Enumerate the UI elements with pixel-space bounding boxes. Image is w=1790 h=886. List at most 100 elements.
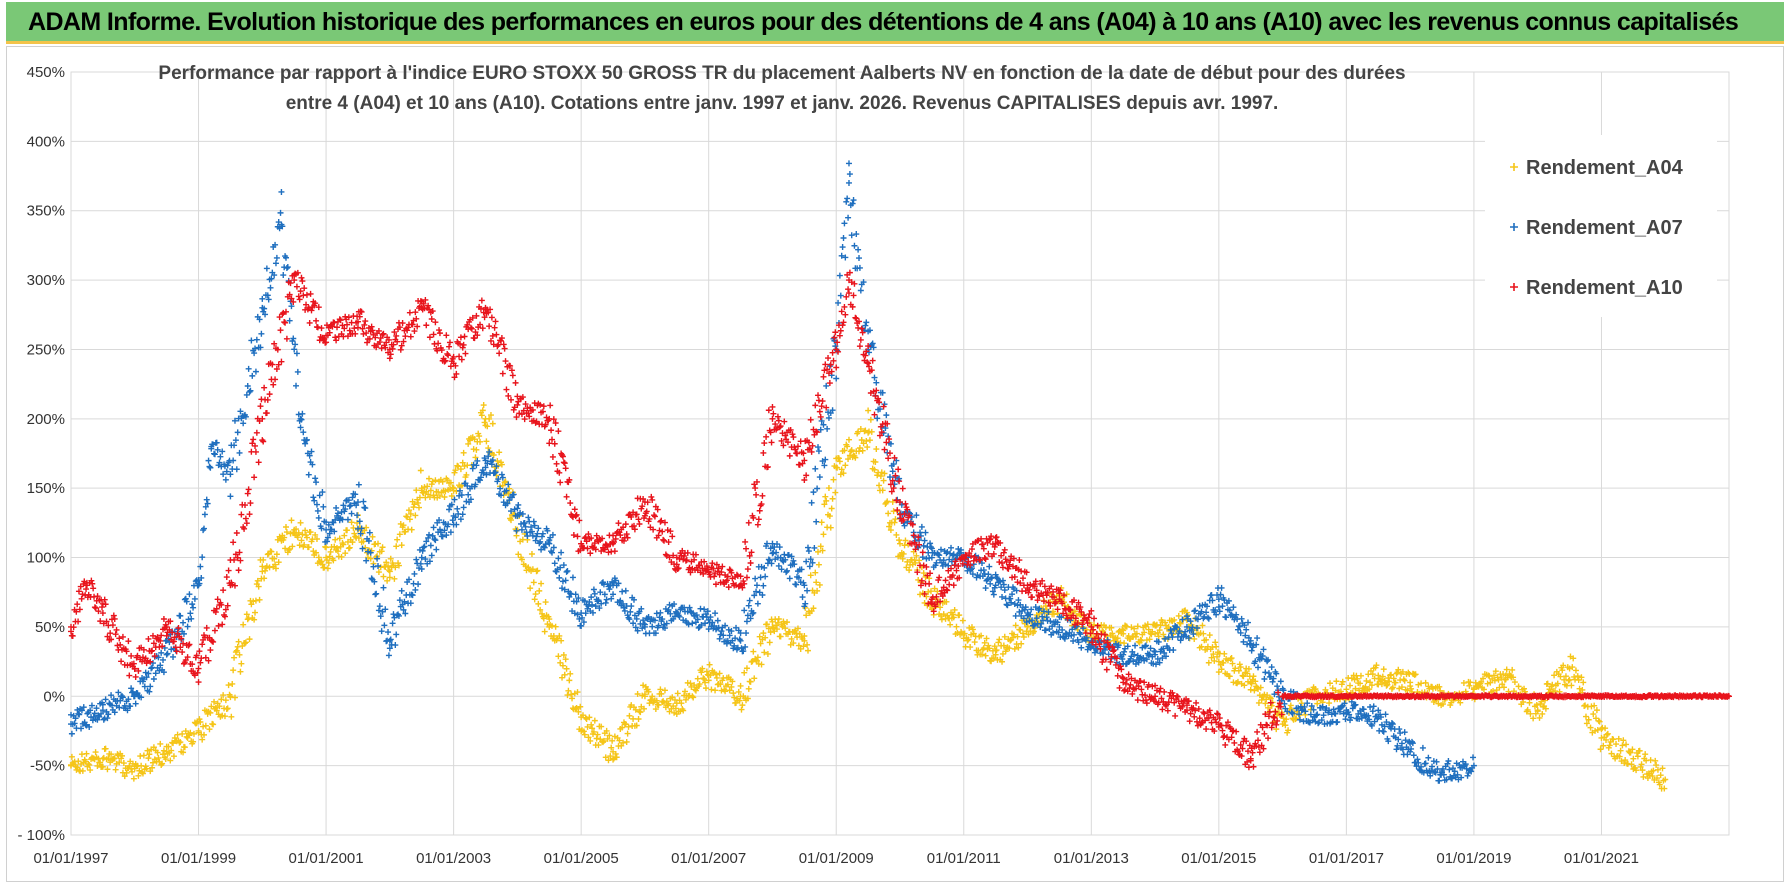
point-Rendement_A10 xyxy=(787,426,794,433)
point-Rendement_A07 xyxy=(689,620,696,627)
point-Rendement_A07 xyxy=(305,471,312,478)
point-Rendement_A10 xyxy=(919,549,926,556)
point-Rendement_A07 xyxy=(607,582,614,589)
point-Rendement_A10 xyxy=(1134,697,1141,704)
point-Rendement_A07 xyxy=(152,670,159,677)
point-Rendement_A07 xyxy=(324,534,331,541)
point-Rendement_A04 xyxy=(892,516,899,523)
point-Rendement_A10 xyxy=(710,565,717,572)
point-Rendement_A04 xyxy=(301,541,308,548)
point-Rendement_A04 xyxy=(1221,650,1228,657)
point-Rendement_A10 xyxy=(159,643,166,650)
point-Rendement_A10 xyxy=(604,543,611,550)
point-Rendement_A10 xyxy=(167,618,174,625)
point-Rendement_A07 xyxy=(375,607,382,614)
point-Rendement_A10 xyxy=(808,448,815,455)
point-Rendement_A10 xyxy=(756,507,763,514)
point-Rendement_A07 xyxy=(1215,596,1222,603)
point-Rendement_A10 xyxy=(767,429,774,436)
point-Rendement_A07 xyxy=(458,491,465,498)
point-Rendement_A10 xyxy=(253,429,260,436)
point-Rendement_A10 xyxy=(1275,689,1282,696)
point-Rendement_A07 xyxy=(716,635,723,642)
point-Rendement_A10 xyxy=(895,466,902,473)
point-Rendement_A04 xyxy=(411,501,418,508)
point-Rendement_A04 xyxy=(1629,746,1636,753)
point-Rendement_A10 xyxy=(1142,692,1149,699)
point-Rendement_A04 xyxy=(767,629,774,636)
point-Rendement_A10 xyxy=(391,329,398,336)
point-Rendement_A07 xyxy=(937,546,944,553)
point-Rendement_A07 xyxy=(815,444,822,451)
point-Rendement_A07 xyxy=(483,471,490,478)
point-Rendement_A07 xyxy=(1241,622,1248,629)
point-Rendement_A04 xyxy=(585,734,592,741)
point-Rendement_A04 xyxy=(1657,772,1664,779)
point-Rendement_A07 xyxy=(423,538,430,545)
point-Rendement_A07 xyxy=(999,593,1006,600)
point-Rendement_A10 xyxy=(264,396,271,403)
point-Rendement_A04 xyxy=(577,703,584,710)
point-Rendement_A10 xyxy=(68,628,74,635)
point-Rendement_A10 xyxy=(759,492,766,499)
point-Rendement_A04 xyxy=(878,469,885,476)
point-Rendement_A10 xyxy=(865,360,872,367)
point-Rendement_A04 xyxy=(600,739,607,746)
point-Rendement_A04 xyxy=(231,694,238,701)
point-Rendement_A07 xyxy=(384,637,391,644)
point-Rendement_A10 xyxy=(436,327,443,334)
point-Rendement_A04 xyxy=(1121,640,1128,647)
point-Rendement_A04 xyxy=(606,732,613,739)
point-Rendement_A04 xyxy=(566,677,573,684)
point-Rendement_A07 xyxy=(968,566,975,573)
point-Rendement_A07 xyxy=(1277,678,1284,685)
point-Rendement_A10 xyxy=(904,506,911,513)
point-Rendement_A10 xyxy=(1002,556,1009,563)
point-Rendement_A04 xyxy=(1660,777,1667,784)
point-Rendement_A10 xyxy=(241,525,248,532)
point-Rendement_A10 xyxy=(358,308,365,315)
point-Rendement_A10 xyxy=(260,438,267,445)
point-Rendement_A07 xyxy=(510,491,517,498)
point-Rendement_A10 xyxy=(574,533,581,540)
point-Rendement_A10 xyxy=(479,325,486,332)
point-Rendement_A10 xyxy=(339,322,346,329)
point-Rendement_A10 xyxy=(936,574,943,581)
point-Rendement_A07 xyxy=(432,537,439,544)
point-Rendement_A10 xyxy=(1007,557,1014,564)
point-Rendement_A10 xyxy=(516,410,523,417)
point-Rendement_A10 xyxy=(426,334,433,341)
point-Rendement_A04 xyxy=(383,559,390,566)
point-Rendement_A10 xyxy=(927,570,934,577)
point-Rendement_A04 xyxy=(1175,612,1182,619)
point-Rendement_A04 xyxy=(293,526,300,533)
point-Rendement_A07 xyxy=(825,414,832,421)
point-Rendement_A04 xyxy=(830,476,837,483)
point-Rendement_A04 xyxy=(1155,633,1162,640)
point-Rendement_A07 xyxy=(141,683,148,690)
point-Rendement_A04 xyxy=(1583,720,1590,727)
point-Rendement_A04 xyxy=(595,742,602,749)
point-Rendement_A10 xyxy=(218,601,225,608)
point-Rendement_A10 xyxy=(97,618,104,625)
point-Rendement_A10 xyxy=(655,532,662,539)
point-Rendement_A10 xyxy=(651,512,658,519)
point-Rendement_A07 xyxy=(182,595,189,602)
point-Rendement_A04 xyxy=(180,749,187,756)
point-Rendement_A07 xyxy=(198,574,205,581)
point-Rendement_A10 xyxy=(1269,720,1276,727)
point-Rendement_A07 xyxy=(1308,703,1315,710)
point-Rendement_A04 xyxy=(1063,591,1070,598)
point-Rendement_A07 xyxy=(1219,603,1226,610)
point-Rendement_A10 xyxy=(1025,589,1032,596)
point-Rendement_A07 xyxy=(495,476,502,483)
point-Rendement_A10 xyxy=(144,657,151,664)
point-Rendement_A04 xyxy=(1133,630,1140,637)
point-Rendement_A10 xyxy=(1118,666,1125,673)
point-Rendement_A07 xyxy=(1026,618,1033,625)
point-Rendement_A07 xyxy=(214,446,221,453)
point-Rendement_A10 xyxy=(364,339,371,346)
point-Rendement_A04 xyxy=(199,736,206,743)
point-Rendement_A07 xyxy=(745,602,752,609)
point-Rendement_A07 xyxy=(1038,620,1045,627)
